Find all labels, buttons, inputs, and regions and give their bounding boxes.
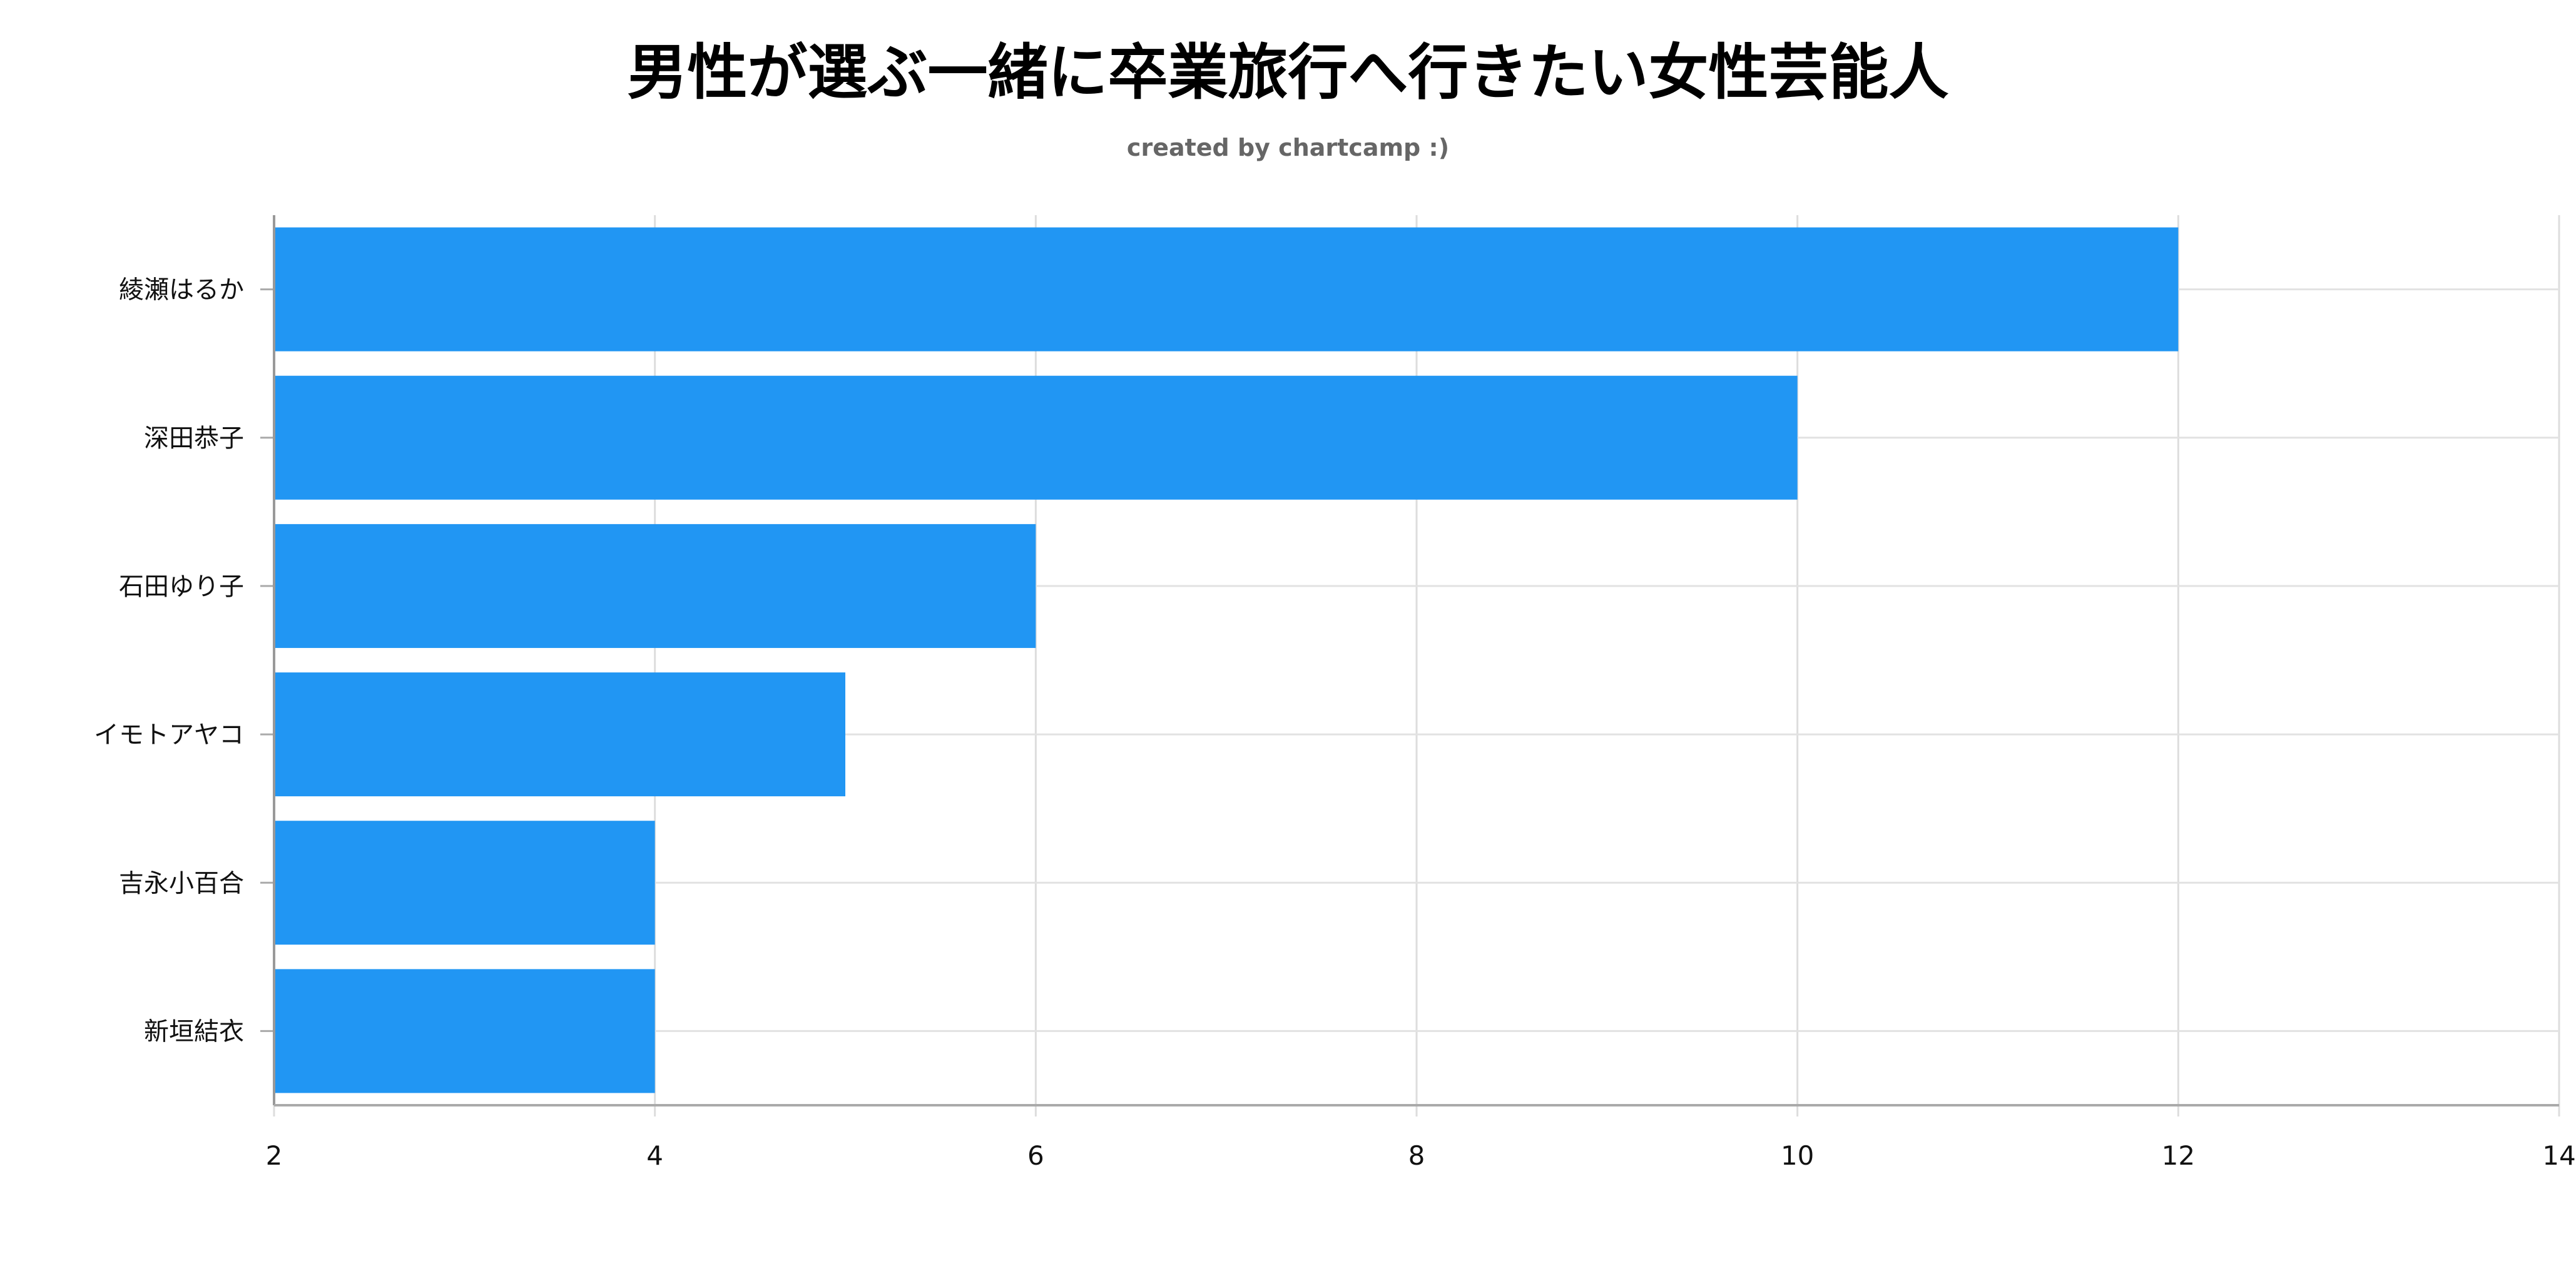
x-tick-label: 12: [2162, 1140, 2195, 1171]
category-label: 深田恭子: [144, 424, 244, 453]
chart-subtitle: created by chartcamp :): [1126, 134, 1450, 161]
bar: [274, 375, 1798, 500]
bar: [274, 524, 1036, 648]
category-label: 綾瀬はるか: [119, 276, 244, 305]
x-tick-label: 4: [646, 1140, 663, 1171]
category-label: 新垣結衣: [144, 1017, 244, 1046]
x-tick-label: 14: [2542, 1140, 2575, 1171]
category-label: イモトアヤコ: [94, 721, 244, 749]
bar: [274, 969, 655, 1093]
bar: [274, 821, 655, 945]
x-tick-label: 2: [266, 1140, 283, 1171]
x-tick-label: 10: [1781, 1140, 1814, 1171]
x-tick-label: 8: [1408, 1140, 1425, 1171]
chart-title: 男性が選ぶ一緒に卒業旅行へ行きたい女性芸能人: [627, 38, 1949, 108]
category-label: 石田ゆり子: [119, 572, 244, 601]
bar: [274, 672, 845, 797]
bar: [274, 227, 2179, 352]
x-tick-label: 6: [1027, 1140, 1044, 1171]
category-label: 吉永小百合: [119, 869, 244, 898]
